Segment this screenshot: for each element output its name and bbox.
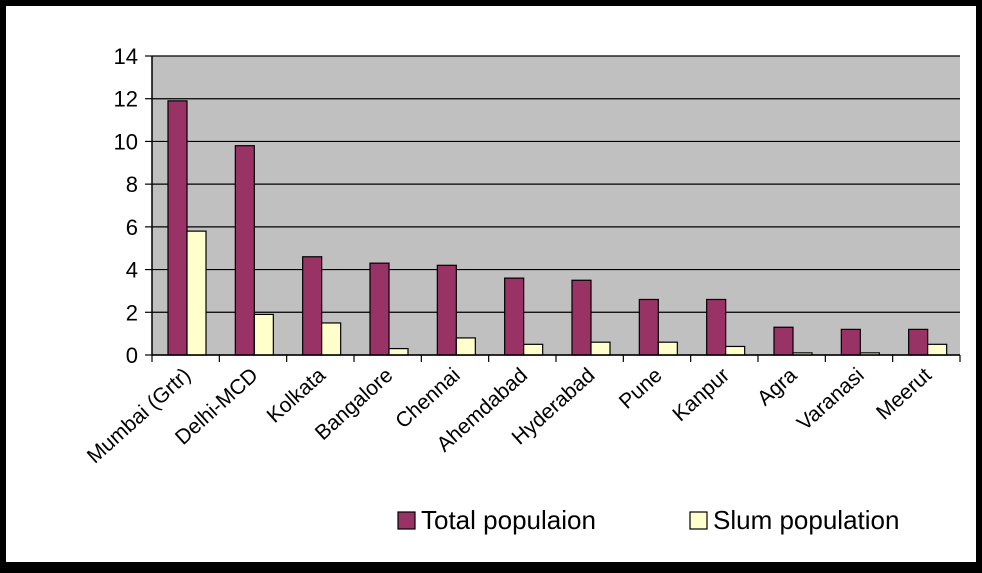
slum-population-bar: [455, 337, 476, 356]
slum-population-bar: [253, 313, 274, 356]
y-tick-label: 2: [126, 300, 138, 325]
total-population-legend-label: Total populaion: [421, 505, 596, 535]
total-population-bar: [302, 256, 323, 356]
y-tick-label: 14: [114, 44, 138, 69]
y-tick-label: 12: [114, 87, 138, 112]
total-population-bar: [504, 277, 525, 356]
slum-population-bar: [725, 345, 746, 356]
y-tick-label: 6: [126, 215, 138, 240]
total-population-bar: [234, 145, 255, 356]
slum-population-bar: [321, 322, 342, 356]
total-population-bar: [840, 328, 861, 356]
slum-population-bar: [590, 341, 611, 356]
y-tick-label: 4: [126, 258, 138, 283]
total-population-bar: [167, 100, 188, 356]
y-tick-label: 8: [126, 172, 138, 197]
slum-population-bar: [657, 341, 678, 356]
total-population-bar: [773, 326, 794, 356]
slum-population-bar: [388, 347, 409, 356]
axes: [151, 56, 961, 362]
y-tick-labels: 0 2 4 6 8 10 12 14: [114, 44, 152, 368]
legend: Total populaion Slum population: [397, 505, 899, 535]
total-population-bar: [369, 262, 390, 356]
slum-population-legend-label: Slum population: [713, 505, 899, 535]
plot-area: [152, 56, 960, 355]
slum-population-legend-swatch: [689, 511, 708, 530]
y-tick-label: 10: [114, 129, 138, 154]
y-tick-label: 0: [126, 343, 138, 368]
total-population-bar: [706, 298, 727, 356]
total-population-bar: [638, 298, 659, 356]
total-population-bar: [908, 328, 929, 356]
total-population-bar: [571, 279, 592, 356]
slum-population-bar: [186, 230, 207, 356]
total-population-legend-swatch: [397, 511, 416, 530]
slum-population-bar: [523, 343, 544, 356]
slum-population-bar: [927, 343, 948, 356]
total-population-bar: [436, 264, 457, 356]
